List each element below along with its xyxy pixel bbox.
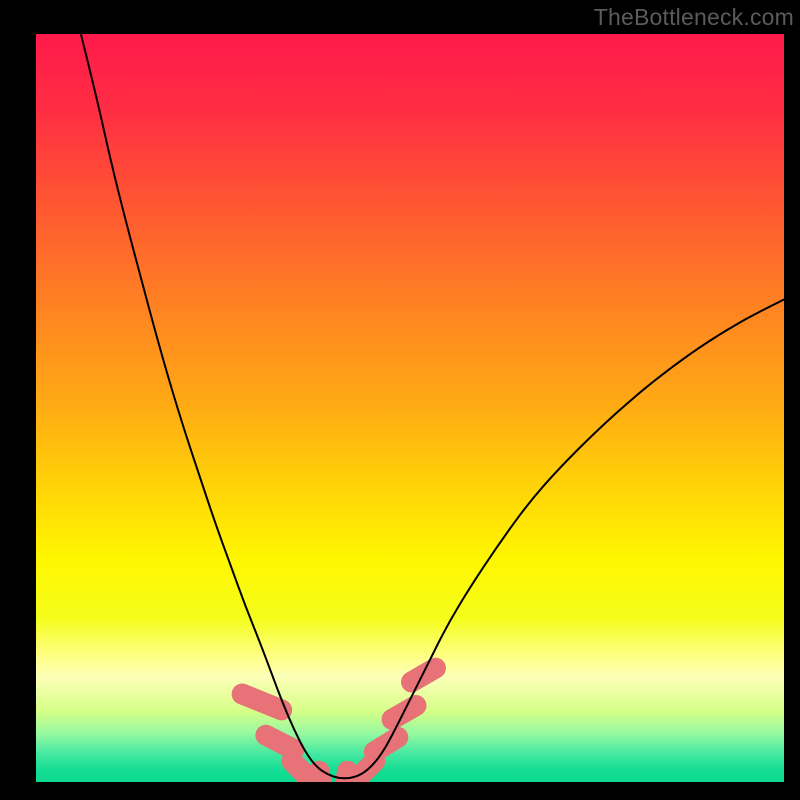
figure-root: TheBottleneck.com (0, 0, 800, 800)
plot-background (36, 34, 784, 782)
bottleneck-curve-chart (0, 0, 800, 800)
watermark-text: TheBottleneck.com (594, 4, 794, 31)
